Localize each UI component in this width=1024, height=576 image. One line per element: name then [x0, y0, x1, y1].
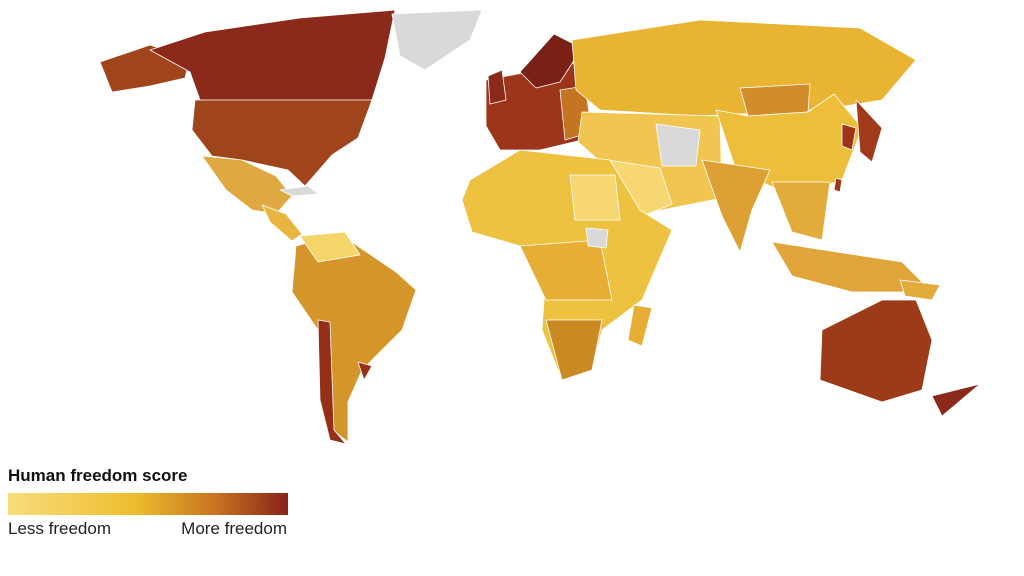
legend-title: Human freedom score — [8, 466, 188, 485]
papua — [899, 279, 941, 301]
usa — [191, 99, 373, 187]
chile — [317, 319, 347, 445]
legend-max-label: More freedom — [181, 519, 287, 538]
south-sudan — [585, 227, 609, 249]
sudan — [569, 174, 621, 221]
new-zealand — [931, 383, 981, 417]
greenland — [391, 9, 483, 71]
mexico — [201, 155, 293, 215]
australia — [819, 299, 933, 403]
southeast-asia — [771, 181, 831, 241]
korea — [841, 123, 857, 151]
madagascar — [627, 304, 653, 347]
south-america — [291, 233, 417, 443]
countries — [99, 9, 981, 445]
india — [701, 159, 771, 253]
canada — [149, 9, 396, 105]
taiwan — [833, 177, 843, 193]
indonesia — [771, 241, 933, 293]
scandinavia — [519, 33, 583, 89]
uk — [487, 69, 507, 105]
uruguay — [357, 361, 373, 381]
russia — [571, 19, 917, 117]
mongolia — [739, 83, 811, 117]
legend-min-label: Less freedom — [8, 519, 111, 538]
legend-gradient — [8, 493, 288, 515]
japan — [855, 99, 883, 163]
legend: Human freedom score Less freedom More fr… — [8, 466, 288, 538]
caribbean — [279, 185, 319, 197]
iran — [655, 123, 701, 167]
venezuela — [299, 231, 361, 263]
southern-africa — [545, 319, 603, 381]
central-africa — [519, 239, 613, 301]
central-america — [261, 204, 303, 242]
